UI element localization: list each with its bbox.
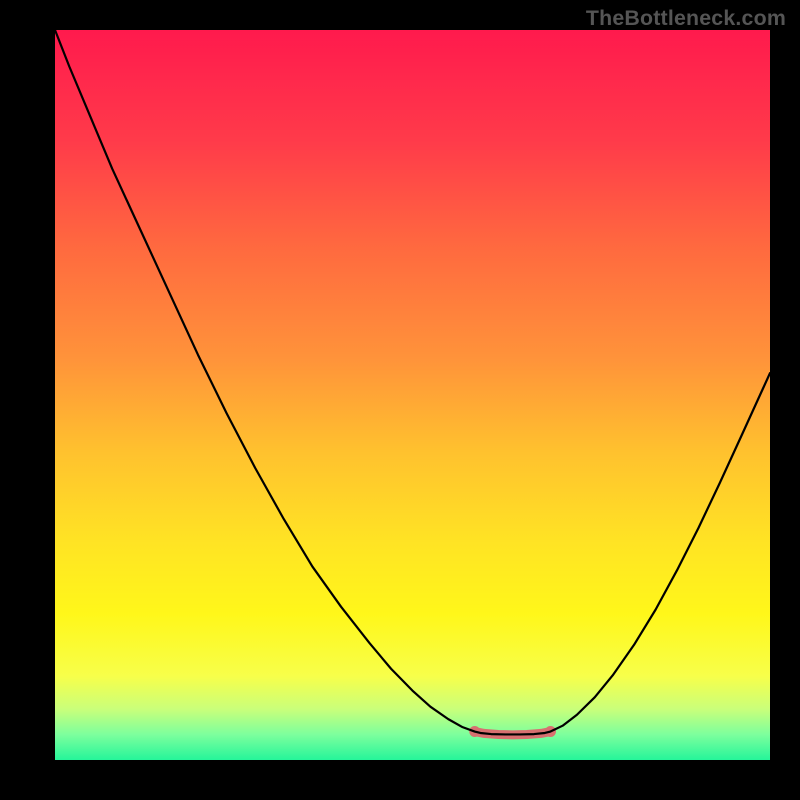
chart-svg: [55, 30, 770, 760]
chart-plot-area: [55, 30, 770, 760]
watermark-text: TheBottleneck.com: [586, 6, 786, 31]
gradient-background: [55, 30, 770, 760]
